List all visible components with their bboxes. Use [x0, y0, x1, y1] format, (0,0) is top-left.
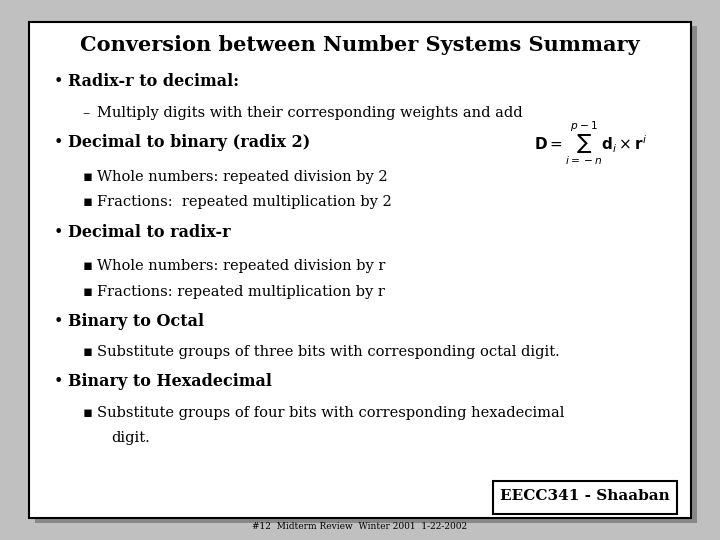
FancyBboxPatch shape: [35, 26, 697, 523]
Text: ▪: ▪: [83, 195, 93, 210]
Text: Binary to Hexadecimal: Binary to Hexadecimal: [68, 373, 272, 390]
Text: –: –: [83, 106, 90, 120]
Text: •: •: [54, 73, 63, 90]
Text: EECC341 - Shaaban: EECC341 - Shaaban: [500, 489, 670, 503]
Text: ▪: ▪: [83, 285, 93, 299]
Text: Fractions: repeated multiplication by r: Fractions: repeated multiplication by r: [97, 285, 385, 299]
Text: •: •: [54, 313, 63, 329]
Text: Substitute groups of four bits with corresponding hexadecimal: Substitute groups of four bits with corr…: [97, 406, 564, 420]
Text: •: •: [54, 373, 63, 390]
FancyBboxPatch shape: [493, 481, 677, 514]
Text: Multiply digits with their corresponding weights and add: Multiply digits with their corresponding…: [97, 106, 523, 120]
Text: Whole numbers: repeated division by 2: Whole numbers: repeated division by 2: [97, 170, 388, 184]
Text: Decimal to radix-r: Decimal to radix-r: [68, 224, 231, 240]
Text: $\mathbf{D} = \sum_{i=-n}^{p-1} \mathbf{d}_i \times \mathbf{r}^i$: $\mathbf{D} = \sum_{i=-n}^{p-1} \mathbf{…: [534, 119, 647, 167]
Text: ▪: ▪: [83, 406, 93, 420]
Text: ▪: ▪: [83, 170, 93, 184]
FancyBboxPatch shape: [29, 22, 691, 518]
Text: ▪: ▪: [83, 345, 93, 359]
Text: Conversion between Number Systems Summary: Conversion between Number Systems Summar…: [80, 35, 640, 55]
Text: Decimal to binary (radix 2): Decimal to binary (radix 2): [68, 134, 310, 151]
Text: Substitute groups of three bits with corresponding octal digit.: Substitute groups of three bits with cor…: [97, 345, 560, 359]
Text: Radix-r to decimal:: Radix-r to decimal:: [68, 73, 240, 90]
Text: •: •: [54, 134, 63, 151]
Text: ▪: ▪: [83, 259, 93, 273]
Text: Fractions:  repeated multiplication by 2: Fractions: repeated multiplication by 2: [97, 195, 392, 210]
Text: Binary to Octal: Binary to Octal: [68, 313, 204, 329]
Text: •: •: [54, 224, 63, 240]
Text: digit.: digit.: [112, 431, 150, 446]
Text: #12  Midterm Review  Winter 2001  1-22-2002: #12 Midterm Review Winter 2001 1-22-2002: [253, 522, 467, 531]
Text: Whole numbers: repeated division by r: Whole numbers: repeated division by r: [97, 259, 386, 273]
